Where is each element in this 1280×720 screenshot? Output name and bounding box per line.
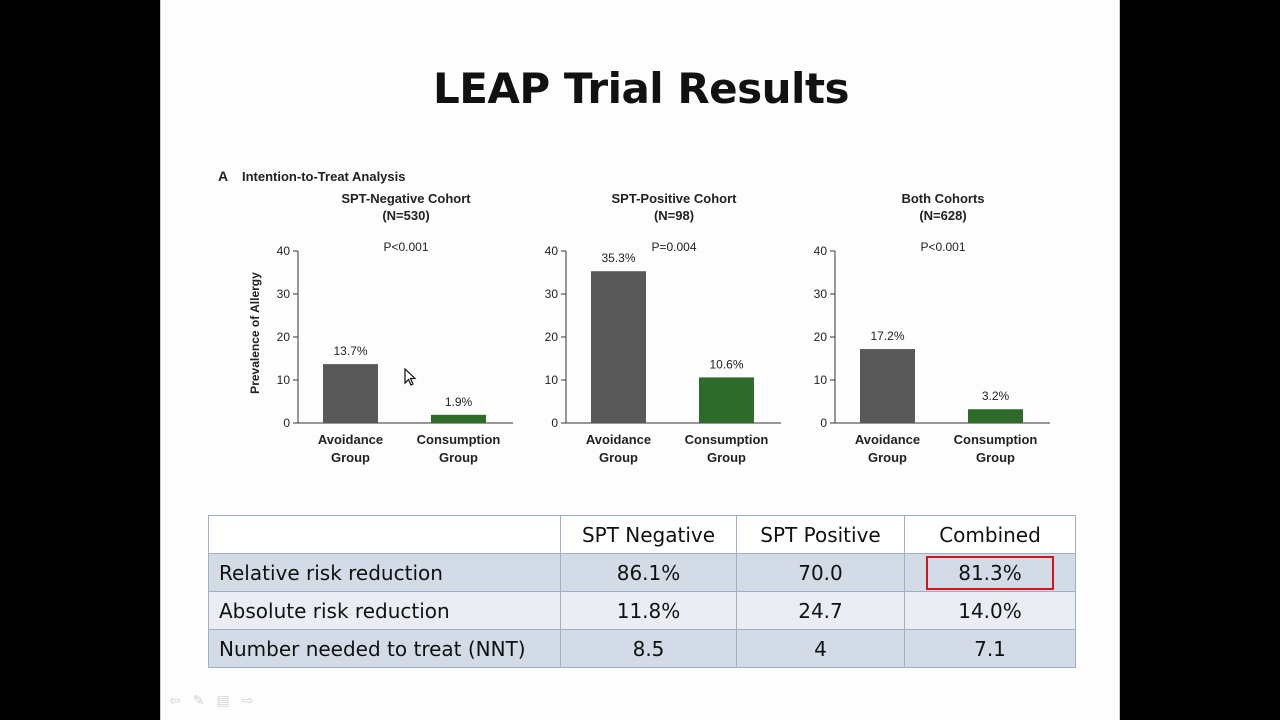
charts: SPT-Negative Cohort (N=530) P<0.001 0 10 20 30…	[277, 191, 1050, 465]
x-tick-label: Consumption Group	[685, 432, 769, 465]
row-label: Relative risk reduction	[208, 553, 561, 592]
bar-chart-2: SPT-Positive Cohort (N=98) P=0.004 0 10 20 30 4…	[545, 191, 781, 465]
data-label: 10.6%	[709, 357, 743, 371]
table-cell: 86.1%	[560, 553, 737, 592]
bar	[968, 409, 1023, 423]
table-row: Number needed to treat (NNT) 8.5 4 7.1	[208, 629, 1076, 668]
table-cell: 14.0%	[904, 591, 1076, 630]
y-tick-label: 30	[545, 287, 559, 301]
x-tick-label: Consumption Group	[417, 432, 501, 465]
chart-title: SPT-Negative Cohort	[341, 191, 471, 206]
table-row: Absolute risk reduction 11.8% 24.7 14.0%	[208, 591, 1076, 630]
highlight-box: 81.3%	[926, 555, 1054, 590]
menu-icon[interactable]: ▤	[216, 692, 242, 708]
table-cell-highlighted: 81.3%	[904, 553, 1076, 592]
bar	[699, 377, 754, 423]
table-cell: 70.0	[736, 553, 905, 592]
y-axis-label: Prevalence of Allergy	[248, 272, 262, 394]
x-tick-label: Avoidance Group	[318, 432, 383, 465]
data-label: 35.3%	[601, 251, 635, 265]
x-tick-label: Avoidance Group	[586, 432, 651, 465]
header-cell-empty	[208, 515, 561, 554]
data-label: 1.9%	[445, 395, 473, 409]
next-arrow-icon[interactable]: ⇨	[241, 692, 266, 708]
bar	[431, 414, 486, 423]
p-value: P<0.001	[920, 240, 965, 254]
chart-subtitle: (N=628)	[919, 208, 966, 223]
y-tick-label: 10	[814, 373, 828, 387]
chart-title: SPT-Positive Cohort	[612, 191, 738, 206]
bar-chart-1: SPT-Negative Cohort (N=530) P<0.001 0 10 20 30…	[277, 191, 513, 465]
table-cell: 7.1	[904, 629, 1076, 668]
data-label: 3.2%	[982, 389, 1010, 403]
row-label: Absolute risk reduction	[208, 591, 561, 630]
pen-icon[interactable]: ✎	[192, 692, 217, 708]
data-label: 17.2%	[870, 329, 904, 343]
y-tick-label: 0	[283, 416, 290, 430]
slide-title: LEAP Trial Results	[432, 64, 850, 113]
y-tick-label: 10	[277, 373, 291, 387]
prev-arrow-icon[interactable]: ⇦	[169, 692, 193, 708]
chart-subtitle: (N=530)	[382, 208, 429, 223]
table-cell: 24.7	[736, 591, 905, 630]
y-tick-label: 30	[277, 287, 291, 301]
table-cell: 4	[736, 629, 905, 668]
table-row: Relative risk reduction 86.1% 70.0 81.3%	[208, 553, 1076, 592]
figure: A Intention-to-Treat Analysis Prevalence…	[218, 168, 1050, 465]
y-tick-label: 40	[277, 244, 291, 258]
y-tick-label: 0	[820, 416, 827, 430]
y-tick-label: 20	[277, 330, 291, 344]
header-cell: SPT Negative	[560, 515, 737, 554]
mouse-pointer-icon	[404, 368, 417, 386]
bar	[323, 364, 378, 423]
x-tick-label: Avoidance Group	[855, 432, 920, 465]
table-cell: 8.5	[560, 629, 737, 668]
results-table: SPT Negative SPT Positive Combined Relat…	[208, 515, 1076, 668]
panel-label: A	[218, 168, 228, 184]
bar-chart-3: Both Cohorts (N=628) P<0.001 0 10 20 30 40 17.2%…	[814, 191, 1050, 465]
y-tick-label: 30	[814, 287, 828, 301]
chart-title: Both Cohorts	[901, 191, 984, 206]
panel-title: Intention-to-Treat Analysis	[242, 169, 405, 184]
y-tick-label: 20	[545, 330, 559, 344]
slide: LEAP Trial Results A Intention-to-Treat …	[160, 0, 1120, 720]
slide-nav-controls[interactable]: ⇦✎▤⇨	[169, 692, 265, 709]
p-value: P=0.004	[651, 240, 696, 254]
y-tick-label: 20	[814, 330, 828, 344]
y-tick-label: 10	[545, 373, 559, 387]
p-value: P<0.001	[383, 240, 428, 254]
row-label: Number needed to treat (NNT)	[208, 629, 561, 668]
header-cell: Combined	[904, 515, 1076, 554]
header-cell: SPT Positive	[736, 515, 905, 554]
y-tick-label: 40	[814, 244, 828, 258]
x-tick-label: Consumption Group	[954, 432, 1038, 465]
y-tick-label: 40	[545, 244, 559, 258]
bar	[860, 349, 915, 423]
data-label: 13.7%	[333, 344, 367, 358]
bar	[591, 271, 646, 423]
table-header-row: SPT Negative SPT Positive Combined	[208, 515, 1076, 554]
table-cell: 11.8%	[560, 591, 737, 630]
chart-subtitle: (N=98)	[654, 208, 694, 223]
y-tick-label: 0	[551, 416, 558, 430]
